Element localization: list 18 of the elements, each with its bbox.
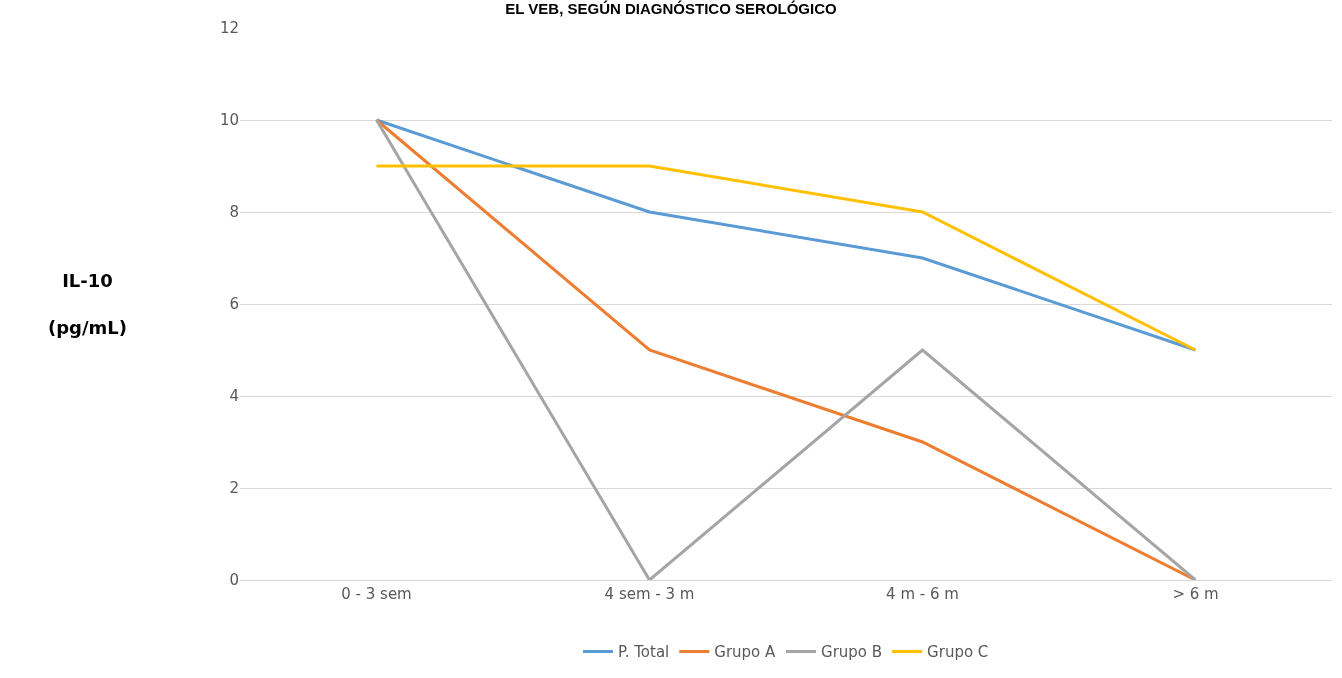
line-series (375, 118, 1197, 580)
y-tick-label: 6 (229, 295, 239, 314)
legend-label: Grupo A (714, 643, 777, 662)
legend-label: Grupo C (927, 643, 989, 662)
y-tick-label: 12 (219, 19, 239, 38)
chart-title: EL VEB, SEGÚN DIAGNÓSTICO SEROLÓGICO (505, 0, 838, 17)
y-tick-label: 0 (229, 571, 239, 590)
x-tick-label: 4 sem - 3 m (604, 585, 695, 603)
y-tick-label: 8 (229, 203, 239, 222)
legend-label: Grupo B (821, 643, 883, 662)
y-tick-label: 10 (219, 111, 239, 130)
x-tick-label: > 6 m (1172, 585, 1219, 603)
text: IL-10 (pg/mL) (48, 270, 128, 338)
x-tick-label: 4 m - 6 m (886, 585, 959, 603)
legend-label: P. Total (618, 643, 670, 662)
y-tick-label: 2 (229, 479, 239, 498)
y-tick-label: 4 (229, 387, 239, 406)
x-tick-label: 0 - 3 sem (341, 585, 412, 603)
